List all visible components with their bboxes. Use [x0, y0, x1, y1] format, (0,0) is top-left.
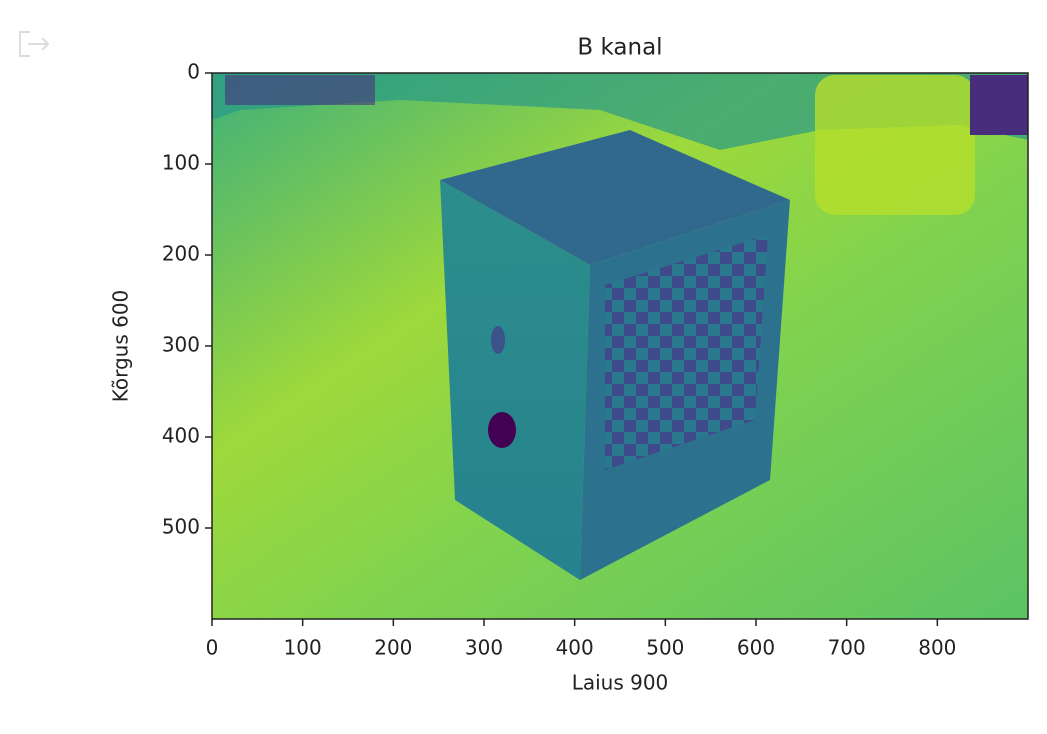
x-tick-label: 300	[465, 636, 503, 660]
x-tick-label: 600	[737, 636, 775, 660]
y-axis-label: Kõrgus 600	[109, 290, 133, 403]
output-icon[interactable]	[19, 31, 50, 57]
x-tick-label: 800	[918, 636, 956, 660]
x-tick-label: 200	[374, 636, 412, 660]
x-tick-label: 700	[828, 636, 866, 660]
y-tick-label: 0	[187, 60, 200, 84]
y-tick-label: 300	[162, 333, 200, 357]
x-axis-label: Laius 900	[572, 671, 669, 695]
x-tick-label: 500	[646, 636, 684, 660]
x-tick-label: 0	[206, 636, 219, 660]
y-tick-label: 400	[162, 424, 200, 448]
y-tick-label: 100	[162, 151, 200, 175]
chart-title: B kanal	[577, 35, 662, 61]
image	[212, 73, 1028, 619]
x-tick-label: 400	[556, 636, 594, 660]
x-tick-label: 100	[284, 636, 322, 660]
y-tick-label: 200	[162, 242, 200, 266]
y-tick-label: 500	[162, 515, 200, 539]
